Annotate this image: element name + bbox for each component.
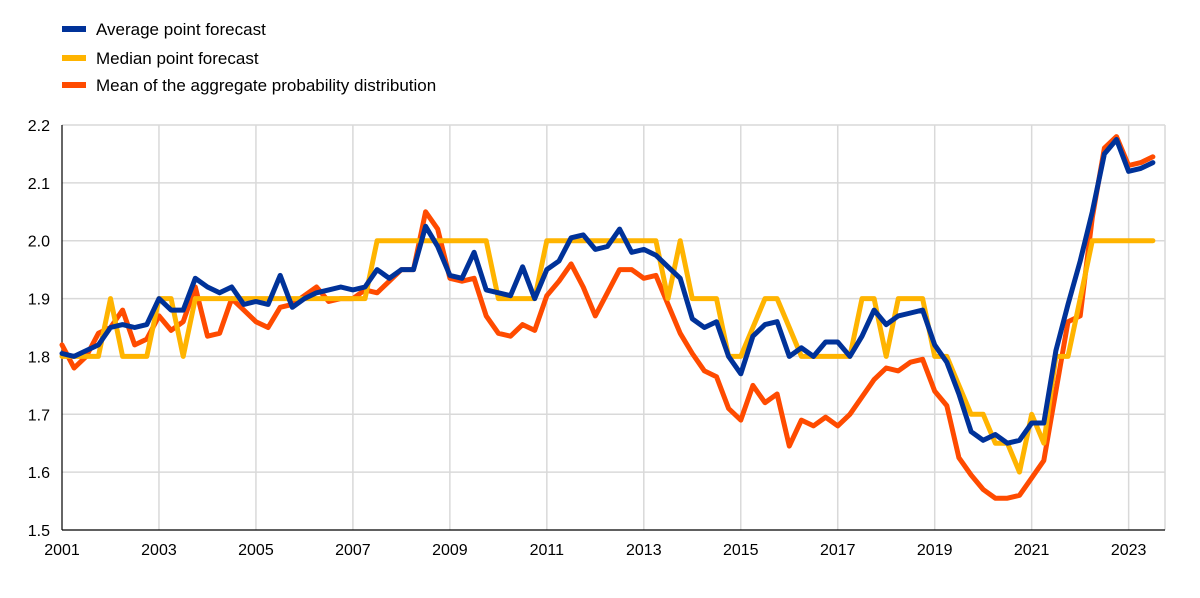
- x-axis-tick-labels: 2001 2003 2005 2007 2009 2011 2013 2015 2017 2019…: [44, 542, 1146, 559]
- x-tick-label: 2017: [820, 542, 856, 559]
- legend-swatch-average: [62, 26, 86, 32]
- series-line-average-point-forecast: [59, 137, 1156, 446]
- series-line-mean-of-the-aggregate-probability-distribution: [59, 134, 1156, 501]
- y-axis-tick-labels: 1.5 1.6 1.7 1.8 1.9 2.0 2.1 2.2: [28, 118, 50, 540]
- y-tick-label: 1.8: [28, 349, 50, 366]
- x-tick-label: 2015: [723, 542, 759, 559]
- x-tick-label: 2003: [141, 542, 177, 559]
- series-line-median-point-forecast: [59, 238, 1156, 475]
- x-tick-label: 2023: [1111, 542, 1147, 559]
- legend-label-average: Average point forecast: [96, 20, 266, 39]
- y-tick-label: 2.1: [28, 176, 50, 193]
- y-tick-label: 1.6: [28, 465, 50, 482]
- y-tick-label: 2.0: [28, 234, 50, 251]
- legend-swatch-median: [62, 55, 86, 61]
- legend-item-median: Median point forecast: [62, 49, 259, 68]
- y-tick-label: 1.9: [28, 292, 50, 309]
- legend-item-average: Average point forecast: [62, 20, 266, 39]
- x-tick-label: 2005: [238, 542, 274, 559]
- x-tick-label: 2019: [917, 542, 953, 559]
- y-tick-label: 2.2: [28, 118, 50, 135]
- y-tick-label: 1.5: [28, 523, 50, 540]
- x-tick-label: 2013: [626, 542, 662, 559]
- vertical-gridlines: [158, 125, 1166, 530]
- legend-label-mean: Mean of the aggregate probability distri…: [96, 76, 436, 95]
- legend-label-median: Median point forecast: [96, 49, 259, 68]
- x-tick-label: 2009: [432, 542, 468, 559]
- legend-item-mean: Mean of the aggregate probability distri…: [62, 76, 436, 95]
- x-tick-label: 2001: [44, 542, 80, 559]
- chart-legend: Average point forecast Median point fore…: [62, 20, 436, 95]
- data-series: [59, 134, 1156, 501]
- x-tick-label: 2007: [335, 542, 371, 559]
- x-tick-label: 2021: [1014, 542, 1050, 559]
- axes: [61, 125, 1165, 531]
- legend-swatch-mean: [62, 82, 86, 88]
- x-tick-label: 2011: [530, 542, 565, 559]
- y-tick-label: 1.7: [28, 407, 50, 424]
